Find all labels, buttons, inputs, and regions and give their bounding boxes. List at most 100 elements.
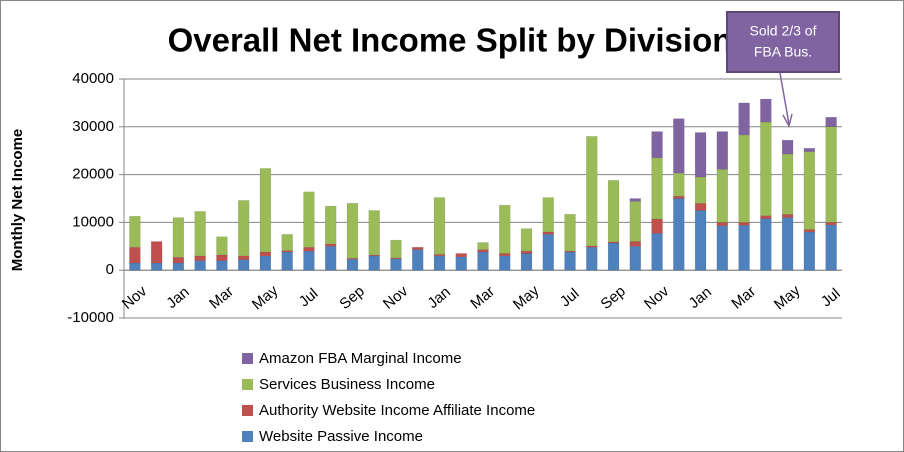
bar-segment [237,259,250,271]
bar-segment [629,198,641,202]
bar-segment [673,198,685,271]
bar-segment [499,253,511,257]
bar-segment [520,250,533,254]
bar-segment [629,246,641,271]
annotation: Sold 2/3 of [750,23,817,39]
bar-segment [564,251,576,271]
bar-segment [825,126,837,223]
bar-segment [412,249,424,271]
bar-segment [368,210,380,256]
bar-segment [303,247,315,252]
bar-segment [629,241,641,247]
bar-segment [651,233,663,271]
bar-segment [542,231,554,235]
bar-segment [738,225,750,271]
legend-swatch [242,379,253,390]
bar-segment [607,242,620,271]
bar-segment [433,197,446,255]
bar-segment [673,118,685,174]
bar-segment [586,245,598,248]
legend-label: Services Business Income [259,376,435,393]
bar-segment [825,222,837,226]
bar-segment [303,250,315,271]
bar-segment [781,214,794,218]
bar-segment [150,241,163,264]
bar-segment [673,195,685,199]
bar-segment [716,169,729,223]
legend-label: Website Passive Income [259,428,423,445]
bar-segment [259,255,272,271]
bar-segment [520,228,533,252]
y-tick-label: 10000 [72,213,114,230]
bar-segment [564,214,576,252]
bar-segment [781,217,794,271]
bar-segment [433,255,446,271]
bar-segment [586,136,598,247]
bar-segment [499,255,511,271]
bar-segment [477,242,489,250]
bar-segment [477,251,489,271]
bar-segment [455,256,467,271]
bar-segment [629,201,641,242]
bar-segment [194,255,206,261]
legend-label: Amazon FBA Marginal Income [259,350,462,367]
legend-swatch [242,353,253,364]
bar-segment [694,210,707,271]
bar-segment [520,253,533,271]
bar-segment [129,215,141,248]
bar-segment [803,148,816,152]
bar-segment [760,215,772,219]
bar-segment [172,262,185,271]
bar-segment [216,236,228,256]
bar-segment [325,205,337,245]
bar-segment [499,204,511,254]
bar-segment [325,243,337,247]
y-axis-label: Monthly Net Income [9,129,26,272]
bar-segment [194,211,206,257]
bar-segment [694,132,707,178]
bar-segment [760,121,772,216]
bar-segment [259,168,272,253]
bar-segment [738,102,750,136]
bar-segment [825,224,837,271]
annotation: FBA Bus. [754,44,812,60]
bar-segment [760,98,772,123]
legend-swatch [242,431,253,442]
y-tick-label: 40000 [72,70,114,87]
bar-segment [346,258,359,271]
bar-segment [150,262,163,271]
bar-segment [738,134,750,223]
bar-segment [346,203,359,259]
bar-segment [716,222,729,226]
bar-segment [716,225,729,271]
bar-segment [781,139,794,155]
bar-segment [477,249,489,253]
bar-segment [803,151,816,230]
bar-segment [325,246,337,271]
bar-segment [803,231,816,271]
bar-segment [259,251,272,257]
bar-segment [694,176,707,204]
annotation-arrow-head [782,113,793,129]
bar-segment [738,222,750,226]
bar-segment [651,157,663,220]
bar-segment [390,239,402,259]
bar-segment [368,255,380,271]
y-tick-label: 30000 [72,118,114,135]
bar-segment [412,247,424,250]
y-tick-label: 20000 [72,166,114,183]
bar-segment [651,218,663,234]
legend-swatch [242,405,253,416]
annotation-arrow [779,72,790,125]
bar-segment [803,229,816,233]
bar-segment [237,255,250,260]
bar-segment [586,247,598,271]
bar-segment [172,217,185,258]
bar-segment [542,234,554,271]
bar-segment [781,153,794,215]
bar-segment [760,218,772,271]
bar-segment [542,197,554,233]
bar-segment [303,191,315,248]
